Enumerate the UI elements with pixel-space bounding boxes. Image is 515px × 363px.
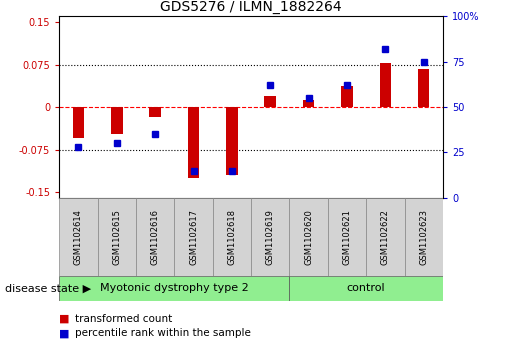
Text: GSM1102614: GSM1102614: [74, 209, 83, 265]
Text: GSM1102615: GSM1102615: [112, 209, 121, 265]
Text: GSM1102618: GSM1102618: [228, 209, 236, 265]
Text: GSM1102623: GSM1102623: [419, 209, 428, 265]
Text: transformed count: transformed count: [75, 314, 172, 324]
Bar: [59, 198, 98, 276]
Bar: [289, 198, 328, 276]
Bar: [213, 198, 251, 276]
Bar: [226, 107, 237, 175]
Bar: [341, 86, 353, 107]
Bar: [73, 107, 84, 138]
Bar: [380, 63, 391, 107]
Text: GSM1102620: GSM1102620: [304, 209, 313, 265]
Bar: [289, 276, 443, 301]
Bar: [328, 198, 366, 276]
Bar: [418, 69, 430, 107]
Text: Myotonic dystrophy type 2: Myotonic dystrophy type 2: [100, 283, 249, 293]
Bar: [149, 107, 161, 117]
Text: GSM1102616: GSM1102616: [151, 209, 160, 265]
Bar: [303, 100, 314, 107]
Bar: [265, 96, 276, 107]
Bar: [98, 198, 136, 276]
Title: GDS5276 / ILMN_1882264: GDS5276 / ILMN_1882264: [160, 0, 342, 14]
Bar: [136, 198, 174, 276]
Text: percentile rank within the sample: percentile rank within the sample: [75, 328, 251, 338]
Text: ■: ■: [59, 314, 70, 324]
Bar: [174, 198, 213, 276]
Text: GSM1102621: GSM1102621: [342, 209, 351, 265]
Text: GSM1102622: GSM1102622: [381, 209, 390, 265]
Text: GSM1102617: GSM1102617: [189, 209, 198, 265]
Bar: [111, 107, 123, 134]
Text: control: control: [347, 283, 385, 293]
Bar: [188, 107, 199, 178]
Text: GSM1102619: GSM1102619: [266, 209, 274, 265]
Text: disease state ▶: disease state ▶: [5, 283, 91, 293]
Bar: [59, 276, 289, 301]
Bar: [366, 198, 405, 276]
Text: ■: ■: [59, 328, 70, 338]
Bar: [405, 198, 443, 276]
Bar: [251, 198, 289, 276]
